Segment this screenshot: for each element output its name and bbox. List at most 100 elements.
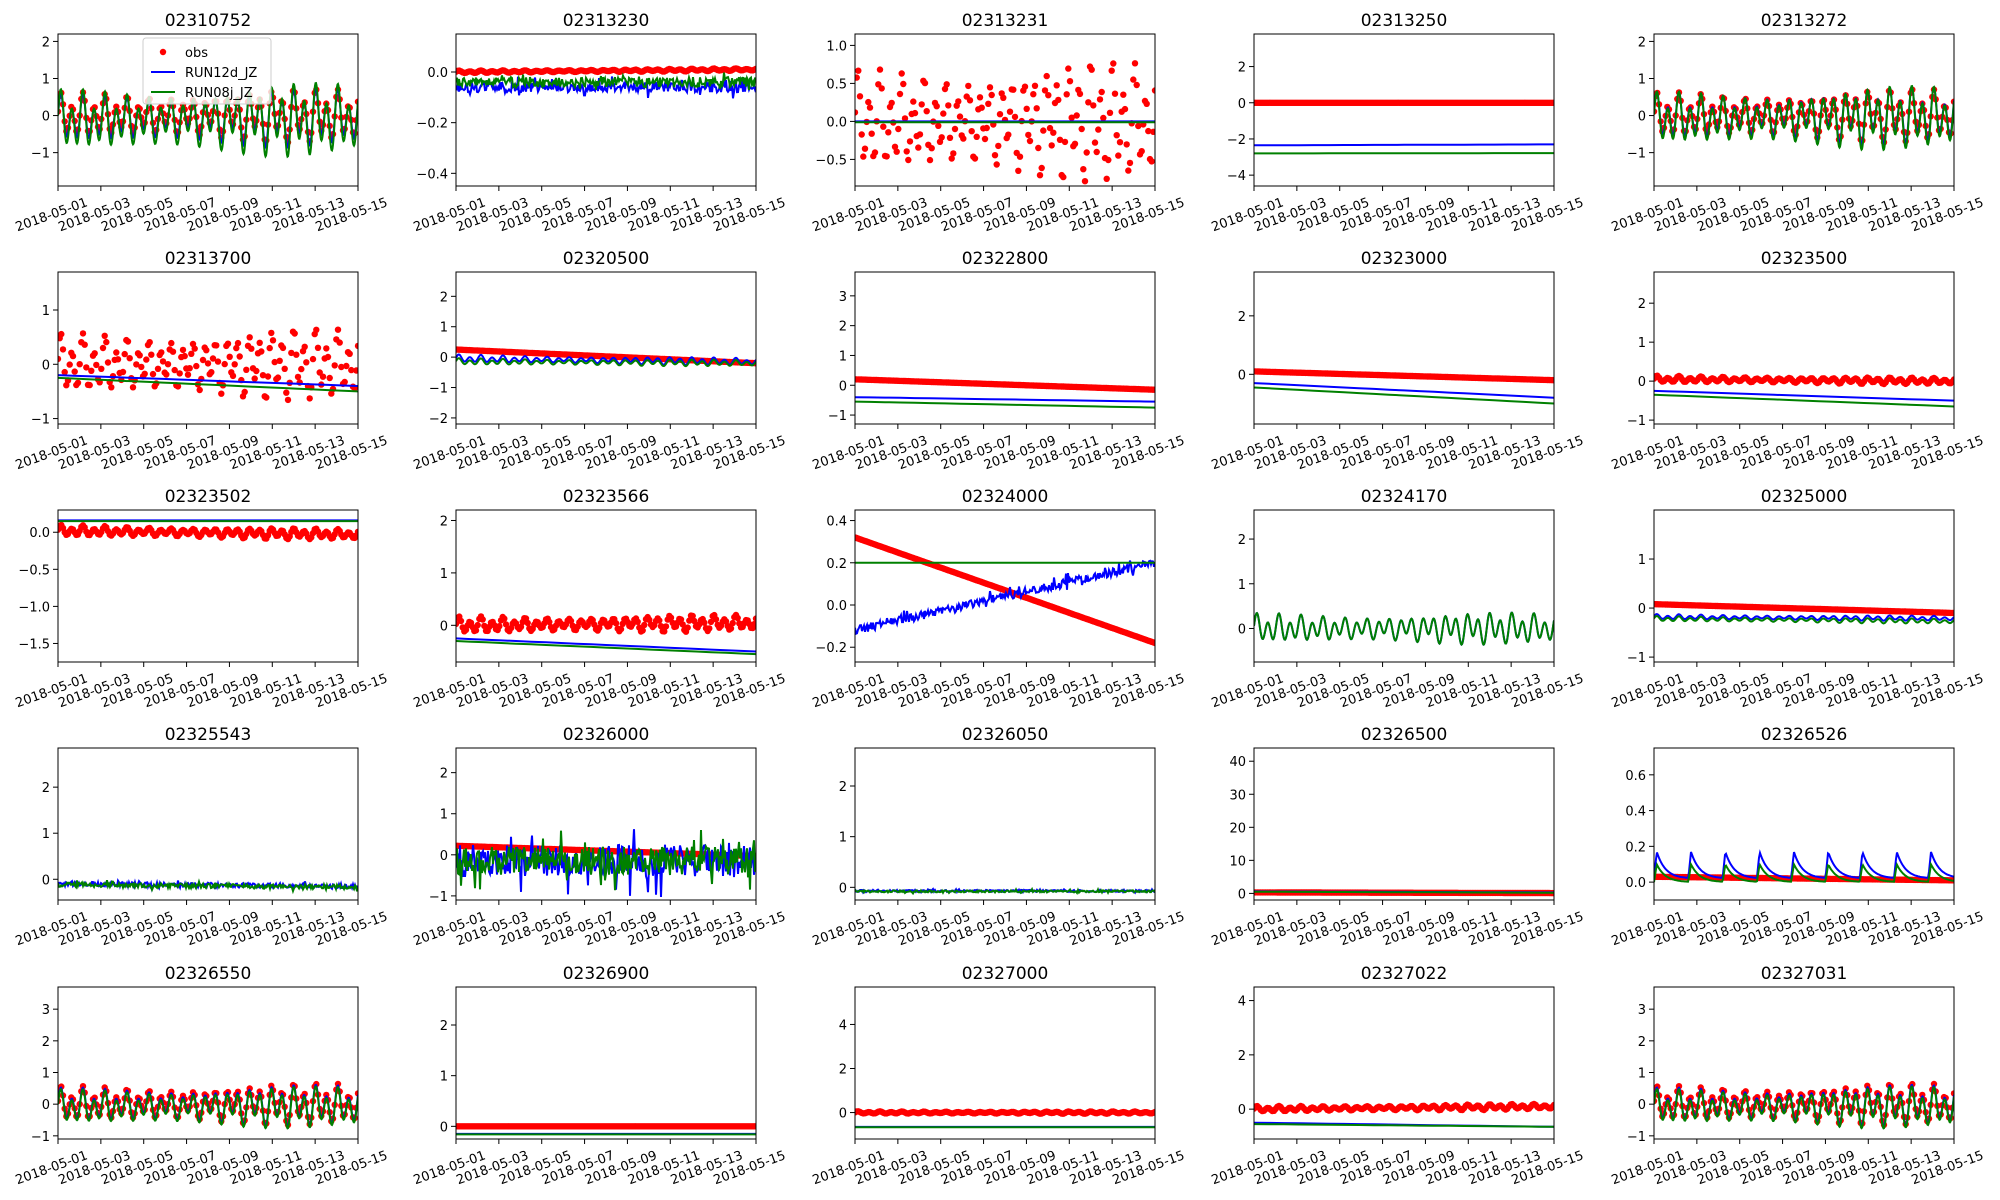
obs-point [66,361,73,368]
plot-area [1654,600,1954,625]
y-tick-label: −1 [1627,147,1646,162]
obs-point [991,152,999,159]
plot-area [1654,84,1954,152]
obs-point [79,1083,87,1090]
y-tick-label: 2 [839,780,847,795]
subplot-title: 02323000 [1361,249,1448,269]
y-tick-label: 0.2 [826,557,847,572]
subplot-02324000: 02324000−0.20.00.20.42018-05-012018-05-0… [811,487,1187,711]
subplot-02323502: 02323502−1.5−1.0−0.50.02018-05-012018-05… [14,487,390,711]
obs-point [1098,88,1105,96]
obs-point [1026,137,1034,145]
obs-point [911,109,919,117]
series-line-run08j-jz [58,1085,358,1130]
obs-point [229,372,237,380]
obs-point [883,153,890,160]
obs-point [933,103,940,110]
subplot-title: 02322800 [962,249,1049,269]
obs-point [58,330,65,338]
obs-point [1130,76,1137,83]
obs-point [1550,1101,1554,1109]
obs-point [926,156,934,164]
obs-point [336,339,343,346]
obs-point [1048,142,1055,149]
obs-point [119,368,127,376]
obs-point [158,349,165,356]
subplot-02326000: 02326000−10122018-05-012018-05-032018-05… [412,725,788,949]
y-tick-label: 1 [1638,553,1646,568]
plot-area [855,534,1155,647]
obs-point [291,330,298,337]
axes-frame [1653,986,1955,1140]
obs-point [1005,131,1012,138]
obs-point [1930,1080,1938,1088]
series-line-run08j-jz [1254,386,1554,405]
obs-point [1056,136,1064,143]
subplot-02326900: 023269000122018-05-012018-05-032018-05-0… [412,964,788,1188]
obs-point [1151,87,1155,94]
obs-point [69,352,77,360]
series-line-run08j-jz [1654,615,1954,625]
obs-point [221,360,228,368]
y-tick-label: 0.5 [826,77,847,92]
obs-point [1096,96,1104,103]
obs-point [1055,96,1062,104]
series-line-run08j-jz [58,376,358,393]
series-line-run12d-jz [855,559,1155,636]
obs-point [1088,66,1095,73]
obs-point [701,619,708,626]
plot-area [855,60,1155,185]
series-line-run08j-jz [1654,393,1954,408]
obs-point [996,111,1004,118]
obs-point [293,351,300,358]
axes-frame [854,986,1156,1140]
obs-point [86,381,93,389]
obs-point [1151,1108,1155,1116]
obs-point [905,156,912,164]
plot-area [1254,889,1554,897]
obs-point [309,355,317,363]
obs-point [268,329,275,337]
y-tick-label: −2 [429,412,448,427]
y-tick-label: 0 [440,619,448,634]
series-line-run12d-jz [1654,849,1954,879]
obs-point [98,365,105,372]
y-tick-label: 0 [1238,368,1246,383]
y-tick-label: 1 [839,831,847,846]
obs-point [314,344,322,351]
obs-point [159,358,167,365]
axes-frame [455,271,757,425]
axes-frame [455,747,757,901]
y-tick-label: 2 [42,781,50,796]
obs-point [871,149,879,156]
obs-point [734,614,741,622]
series-line-run08j-jz [456,640,756,656]
obs-point [1006,108,1014,115]
obs-point [943,81,950,88]
obs-point [727,625,735,632]
obs-point [1145,127,1152,135]
y-tick-label: 2 [440,514,448,529]
y-tick-label: −1 [429,890,448,905]
obs-point [188,350,195,357]
obs-point [1015,167,1022,174]
obs-point [686,617,693,624]
obs-point [354,342,358,350]
obs-point [91,350,98,357]
obs-point [346,350,353,357]
obs-point [496,623,503,630]
obs-point [1550,377,1554,384]
subplot-02323566: 023235660122018-05-012018-05-032018-05-0… [412,487,788,711]
obs-point [1021,83,1029,90]
y-tick-label: 1.0 [826,39,847,54]
axes-frame [57,747,359,901]
subplot-title: 02323502 [165,487,252,507]
obs-point [288,349,295,357]
obs-point [1151,639,1155,647]
plot-area [58,877,358,895]
axes-frame [1253,271,1555,425]
obs-point [338,363,345,371]
axes-frame [854,33,1156,187]
obs-point [855,109,859,116]
